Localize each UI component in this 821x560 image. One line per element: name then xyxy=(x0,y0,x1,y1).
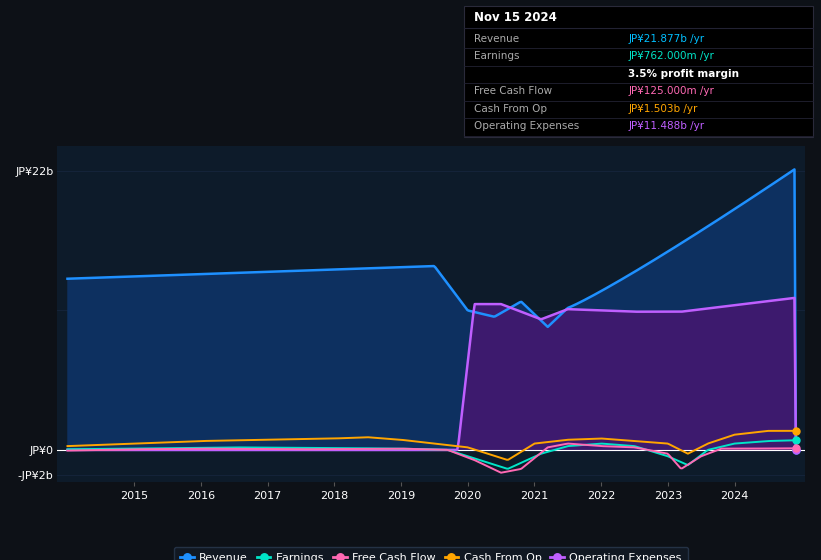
Text: Revenue: Revenue xyxy=(474,34,519,44)
Text: Earnings: Earnings xyxy=(474,51,519,61)
Text: JP¥21.877b /yr: JP¥21.877b /yr xyxy=(628,34,704,44)
Text: JP¥11.488b /yr: JP¥11.488b /yr xyxy=(628,122,704,131)
Text: Free Cash Flow: Free Cash Flow xyxy=(474,86,552,96)
Text: Operating Expenses: Operating Expenses xyxy=(474,122,579,131)
Text: 3.5% profit margin: 3.5% profit margin xyxy=(628,69,739,78)
Text: Cash From Op: Cash From Op xyxy=(474,104,547,114)
Text: Nov 15 2024: Nov 15 2024 xyxy=(474,11,557,25)
Legend: Revenue, Earnings, Free Cash Flow, Cash From Op, Operating Expenses: Revenue, Earnings, Free Cash Flow, Cash … xyxy=(174,547,688,560)
Text: JP¥762.000m /yr: JP¥762.000m /yr xyxy=(628,51,714,61)
Text: JP¥125.000m /yr: JP¥125.000m /yr xyxy=(628,86,714,96)
Text: JP¥1.503b /yr: JP¥1.503b /yr xyxy=(628,104,698,114)
